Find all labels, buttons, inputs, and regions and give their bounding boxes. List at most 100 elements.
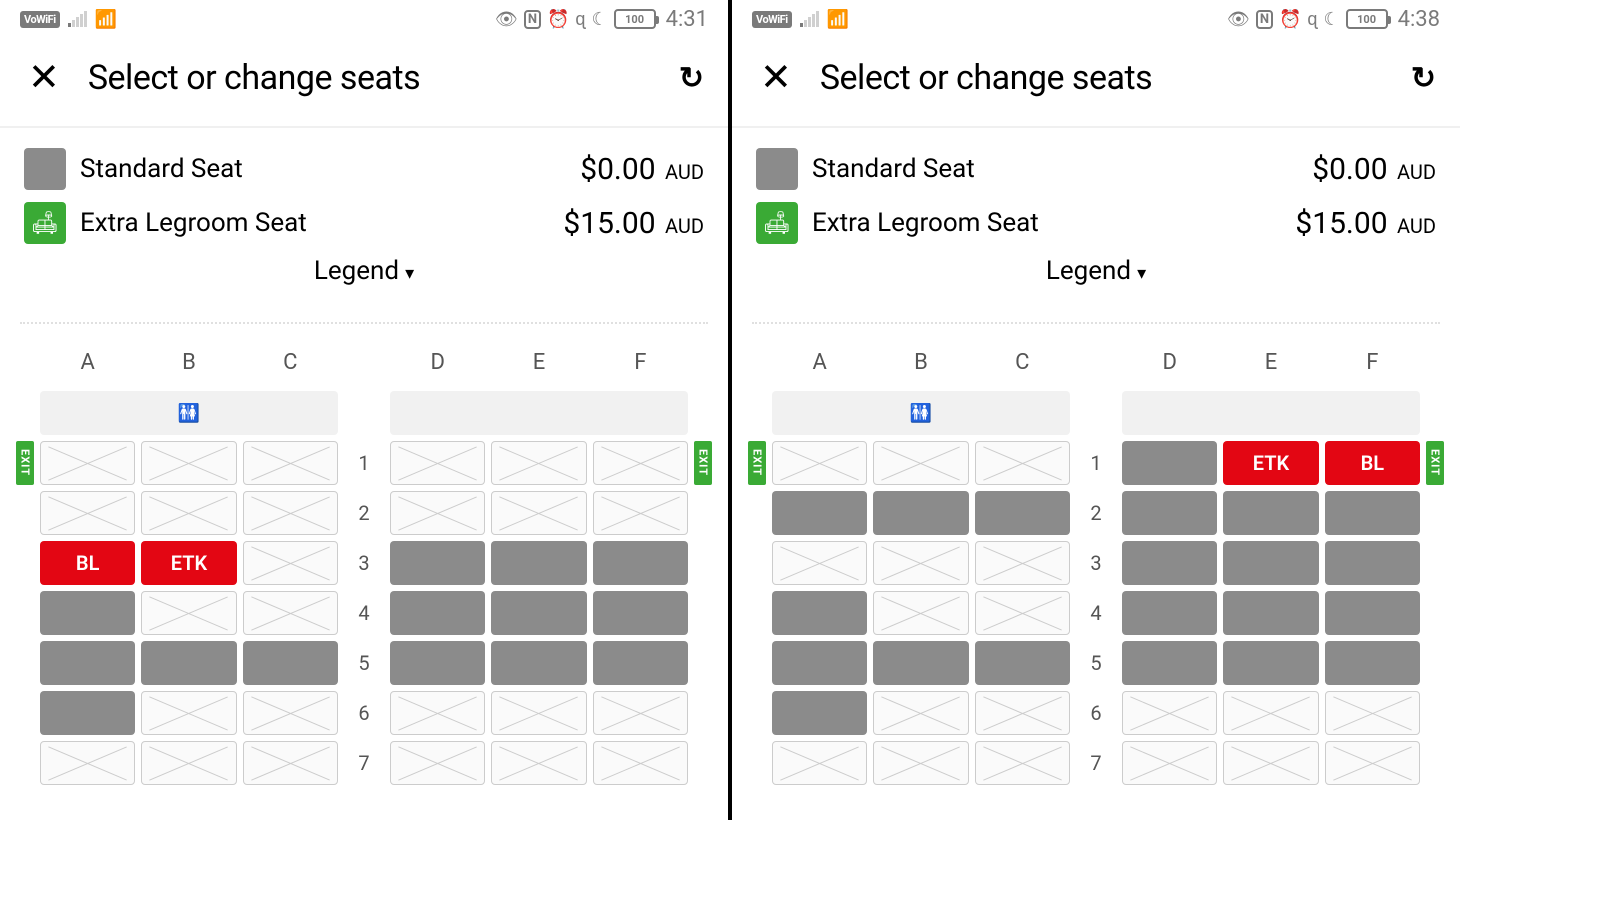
legroom-seat-label: Extra Legroom Seat bbox=[80, 208, 307, 238]
seat-3C bbox=[243, 541, 338, 585]
seat-3C bbox=[975, 541, 1070, 585]
seat-3A bbox=[772, 541, 867, 585]
seat-3B[interactable]: ETK bbox=[141, 541, 236, 585]
col-header-A: A bbox=[40, 350, 135, 375]
status-bar: VoWiFi📶👁N⏰ɋ☾1004:31 bbox=[0, 0, 728, 38]
exit-marker-right: EXIT bbox=[1426, 441, 1444, 485]
galley-right bbox=[1122, 391, 1420, 435]
seat-row-6: 6 bbox=[748, 691, 1444, 735]
row-number-1: 1 bbox=[1076, 441, 1116, 485]
battery-icon: 100 bbox=[614, 9, 656, 29]
legend-row-standard: Standard Seat$0.00 AUD bbox=[24, 148, 704, 190]
seat-7F bbox=[1325, 741, 1420, 785]
seat-1A bbox=[772, 441, 867, 485]
seat-1B bbox=[873, 441, 968, 485]
seat-5C[interactable] bbox=[243, 641, 338, 685]
exit-marker-right: EXIT bbox=[694, 441, 712, 485]
seat-1E[interactable]: ETK bbox=[1223, 441, 1318, 485]
seat-5E[interactable] bbox=[491, 641, 586, 685]
seat-7F bbox=[593, 741, 688, 785]
seat-4E[interactable] bbox=[491, 591, 586, 635]
seat-4A[interactable] bbox=[772, 591, 867, 635]
seat-6A[interactable] bbox=[40, 691, 135, 735]
row-number-5: 5 bbox=[1076, 641, 1116, 685]
seat-5B[interactable] bbox=[873, 641, 968, 685]
seat-3D[interactable] bbox=[390, 541, 485, 585]
refresh-button[interactable]: ↻ bbox=[679, 61, 704, 96]
seat-2D[interactable] bbox=[1122, 491, 1217, 535]
seat-2A bbox=[40, 491, 135, 535]
close-button[interactable]: ✕ bbox=[28, 59, 60, 97]
nfc-icon: N bbox=[524, 10, 541, 29]
seat-4A[interactable] bbox=[40, 591, 135, 635]
row-number-7: 7 bbox=[1076, 741, 1116, 785]
seat-3A[interactable]: BL bbox=[40, 541, 135, 585]
seat-5D[interactable] bbox=[390, 641, 485, 685]
signal-icon bbox=[800, 11, 819, 27]
seat-2F[interactable] bbox=[1325, 491, 1420, 535]
col-header-F: F bbox=[593, 350, 688, 375]
seat-1D[interactable] bbox=[1122, 441, 1217, 485]
row-number-7: 7 bbox=[344, 741, 384, 785]
refresh-button[interactable]: ↻ bbox=[1411, 61, 1436, 96]
row-number-4: 4 bbox=[344, 591, 384, 635]
seat-2E[interactable] bbox=[1223, 491, 1318, 535]
seat-row-4: 4 bbox=[16, 591, 712, 635]
legend-toggle[interactable]: Legend▾ bbox=[24, 256, 704, 286]
seat-row-3: 3 bbox=[748, 541, 1444, 585]
seat-5D[interactable] bbox=[1122, 641, 1217, 685]
seat-7E bbox=[491, 741, 586, 785]
row-number-5: 5 bbox=[344, 641, 384, 685]
seat-4F[interactable] bbox=[593, 591, 688, 635]
seat-4E[interactable] bbox=[1223, 591, 1318, 635]
seat-3F[interactable] bbox=[1325, 541, 1420, 585]
seat-1F[interactable]: BL bbox=[1325, 441, 1420, 485]
seat-7B bbox=[873, 741, 968, 785]
seat-1A bbox=[40, 441, 135, 485]
seat-4B bbox=[873, 591, 968, 635]
seat-6A[interactable] bbox=[772, 691, 867, 735]
seat-6F bbox=[1325, 691, 1420, 735]
seat-map: ABCDEF🚻EXIT1ETKBLEXIT234567 bbox=[732, 350, 1460, 785]
seat-3E[interactable] bbox=[1223, 541, 1318, 585]
close-button[interactable]: ✕ bbox=[760, 59, 792, 97]
seat-5E[interactable] bbox=[1223, 641, 1318, 685]
seat-6E bbox=[491, 691, 586, 735]
dnd-icon: ☾ bbox=[1323, 9, 1339, 30]
seat-4C bbox=[243, 591, 338, 635]
seat-5B[interactable] bbox=[141, 641, 236, 685]
row-number-3: 3 bbox=[1076, 541, 1116, 585]
seat-5F[interactable] bbox=[1325, 641, 1420, 685]
seat-5A[interactable] bbox=[772, 641, 867, 685]
seat-1E bbox=[491, 441, 586, 485]
seat-4D[interactable] bbox=[390, 591, 485, 635]
seat-1D bbox=[390, 441, 485, 485]
seat-3D[interactable] bbox=[1122, 541, 1217, 585]
seat-4B bbox=[141, 591, 236, 635]
lavatory-icon: 🚻 bbox=[910, 403, 932, 424]
seat-2B[interactable] bbox=[873, 491, 968, 535]
seat-7C bbox=[243, 741, 338, 785]
col-header-B: B bbox=[141, 350, 236, 375]
battery-icon: 100 bbox=[1346, 9, 1388, 29]
seat-5A[interactable] bbox=[40, 641, 135, 685]
seat-2D bbox=[390, 491, 485, 535]
seat-row-5: 5 bbox=[748, 641, 1444, 685]
seat-1F bbox=[593, 441, 688, 485]
seat-3F[interactable] bbox=[593, 541, 688, 585]
seat-4D[interactable] bbox=[1122, 591, 1217, 635]
legend-toggle[interactable]: Legend▾ bbox=[756, 256, 1436, 286]
eye-icon: 👁 bbox=[1227, 9, 1250, 30]
col-header-C: C bbox=[975, 350, 1070, 375]
seat-5F[interactable] bbox=[593, 641, 688, 685]
seat-2C[interactable] bbox=[975, 491, 1070, 535]
seat-5C[interactable] bbox=[975, 641, 1070, 685]
row-number-2: 2 bbox=[1076, 491, 1116, 535]
exit-marker-left: EXIT bbox=[16, 441, 34, 485]
legroom-seat-label: Extra Legroom Seat bbox=[812, 208, 1039, 238]
legroom-icon: 🛋 bbox=[763, 211, 791, 236]
seat-4F[interactable] bbox=[1325, 591, 1420, 635]
seat-2A[interactable] bbox=[772, 491, 867, 535]
seat-map: ABCDEF🚻EXIT1EXIT2BLETK34567 bbox=[0, 350, 728, 785]
seat-3E[interactable] bbox=[491, 541, 586, 585]
